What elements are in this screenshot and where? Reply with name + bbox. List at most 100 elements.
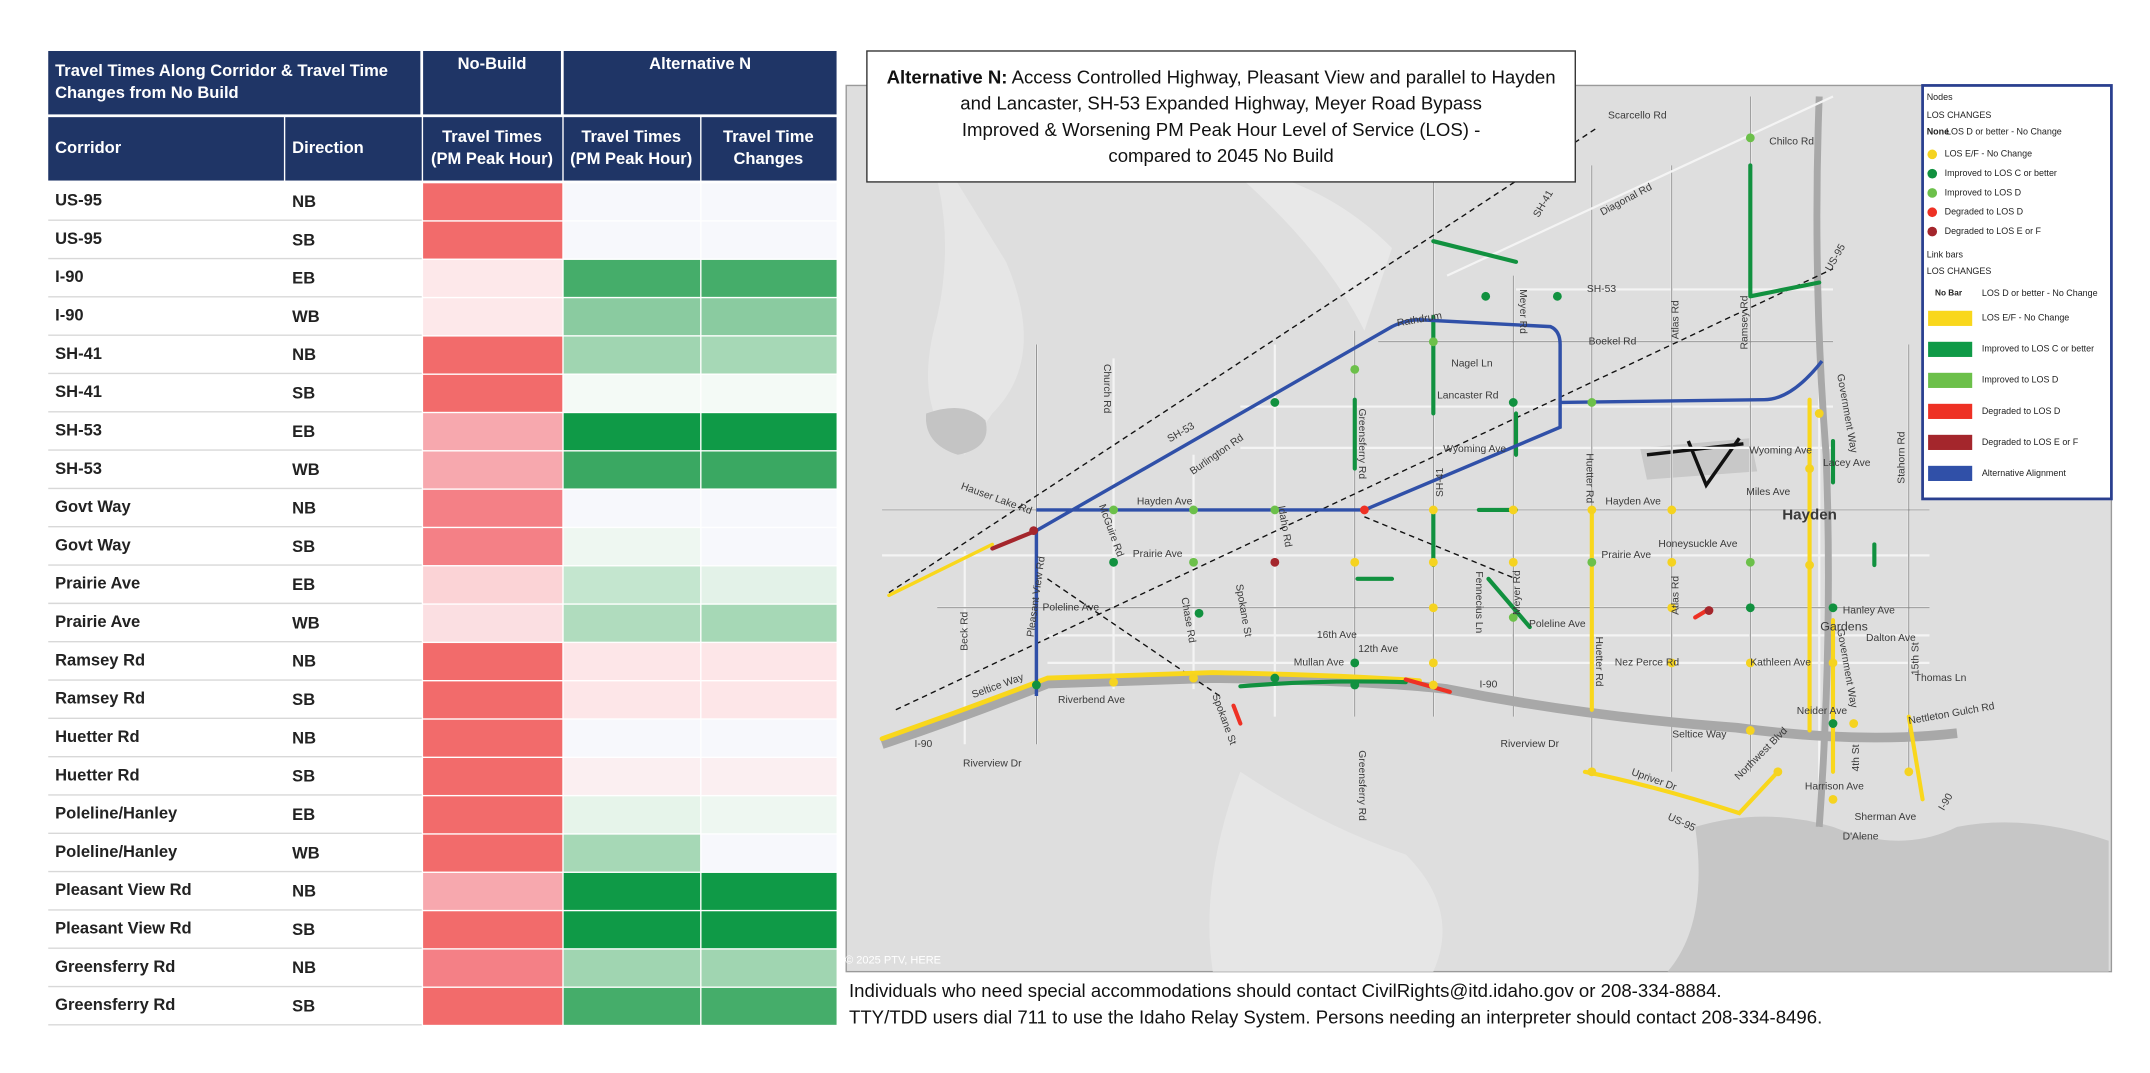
color-cell	[701, 987, 837, 1025]
map-label: Prairie Ave	[1601, 550, 1651, 561]
map-label: Prairie Ave	[1133, 549, 1183, 560]
map-label: © 2025 PTV, HERE	[845, 955, 941, 967]
color-cell	[701, 451, 837, 489]
corridor: I-90	[55, 306, 83, 325]
direction: EB	[292, 422, 315, 441]
map-label: Riverbend Ave	[1058, 695, 1125, 706]
header-text: Travel Times	[581, 127, 681, 146]
color-cell	[563, 872, 701, 910]
direction: NB	[292, 192, 316, 211]
legend-text: Alternative Alignment	[1982, 468, 2066, 478]
color-cell	[701, 298, 837, 336]
direction: WB	[292, 613, 320, 632]
color-cell	[423, 834, 563, 872]
legend-dot	[1927, 226, 1938, 237]
legend-text: Improved to LOS D	[1945, 187, 2022, 197]
map-label: Atlas Rd	[1671, 576, 1682, 615]
table: Travel Times Along Corridor & Travel Tim…	[48, 50, 837, 1026]
map-label: Nagel Ln	[1451, 359, 1493, 370]
dashed-lines	[888, 126, 1834, 711]
color-cell	[423, 259, 563, 297]
legend-text: Link bars	[1927, 249, 1964, 259]
direction: NB	[292, 498, 316, 517]
map-label: 16th Ave	[1317, 630, 1357, 641]
color-cell	[701, 758, 837, 795]
color-cell	[563, 374, 701, 412]
map-label: Atlas Rd	[1671, 300, 1682, 339]
map-label: Riverview Dr	[963, 758, 1022, 769]
direction: WB	[292, 460, 320, 479]
color-cell	[563, 183, 701, 221]
direction: NB	[292, 958, 316, 977]
header-text: Alternative N	[649, 54, 751, 73]
legend-text: LOS CHANGES	[1927, 266, 1992, 276]
header-cell	[285, 117, 422, 181]
color-cell	[701, 259, 837, 297]
map-label: I-90	[1480, 680, 1498, 691]
color-cell	[423, 643, 563, 681]
color-cell	[563, 719, 701, 757]
map-label: Seltice Way	[1672, 729, 1727, 740]
color-cell	[701, 796, 837, 834]
legend-text: Improved to LOS D	[1982, 375, 2059, 385]
direction: SB	[292, 690, 315, 709]
color-cell	[701, 221, 837, 259]
map-label: Wyoming Ave	[1749, 445, 1812, 456]
color-cell	[423, 604, 563, 642]
corridor: Poleline/Hanley	[55, 842, 178, 861]
map-label: Meyer Rd	[1512, 570, 1523, 615]
map-label: Kathleen Ave	[1750, 658, 1811, 669]
color-cell	[563, 413, 701, 451]
color-cell	[563, 643, 701, 681]
alternative-alignment	[1034, 318, 1824, 696]
color-cell	[423, 681, 563, 719]
corridor: Huetter Rd	[55, 727, 139, 746]
map-label: Dalton Ave	[1866, 633, 1916, 644]
map-label: Sherman Ave	[1854, 812, 1916, 823]
header-text: Direction	[292, 138, 364, 157]
map-label: Church Rd	[1101, 364, 1112, 414]
map-label: Hanley Ave	[1843, 605, 1895, 616]
header-text: (PM Peak Hour)	[431, 149, 553, 168]
map-title-line: Alternative N: Access Controlled Highway…	[887, 66, 1556, 87]
color-cell	[563, 221, 701, 259]
footer-line: TTY/TDD users dial 711 to use the Idaho …	[849, 1006, 1822, 1027]
header-cell	[563, 50, 837, 115]
color-cell	[423, 489, 563, 527]
legend-text: Degraded to LOS D	[1982, 406, 2061, 416]
map-label: Chilco Rd	[1769, 137, 1814, 148]
legend-box	[1921, 84, 2113, 501]
direction: NB	[292, 728, 316, 747]
map-label: Lancaster Rd	[1437, 390, 1499, 401]
legend-text: LOS CHANGES	[1927, 110, 1992, 120]
map-label: Huetter Rd	[1583, 453, 1594, 503]
table-title: Travel Times Along Corridor & Travel Tim…	[55, 61, 388, 80]
color-cell	[563, 834, 701, 872]
map-label: Beck Rd	[959, 611, 970, 650]
color-cell	[563, 681, 701, 719]
color-cell	[423, 374, 563, 412]
color-cell	[701, 489, 837, 527]
color-cell	[563, 796, 701, 834]
color-cell	[701, 643, 837, 681]
direction: NB	[292, 652, 316, 671]
legend-text: Degraded to LOS E or F	[1945, 226, 2042, 236]
map-title-text: Access Controlled Highway, Pleasant View…	[1007, 66, 1555, 87]
legend-text: None	[1927, 127, 1949, 137]
direction: SB	[292, 997, 315, 1016]
legend-dot	[1927, 188, 1938, 198]
corridor: US-95	[55, 191, 102, 210]
header-cell	[701, 117, 837, 181]
direction: SB	[292, 537, 315, 556]
corridor: Govt Way	[55, 535, 131, 554]
map-label: Nez Perce Rd	[1615, 658, 1680, 669]
color-cell	[423, 336, 563, 374]
color-cell	[423, 528, 563, 566]
color-cell	[423, 566, 563, 604]
map-frame	[845, 84, 2113, 973]
map-label: Hayden Ave	[1605, 496, 1661, 507]
direction: WB	[292, 843, 320, 862]
